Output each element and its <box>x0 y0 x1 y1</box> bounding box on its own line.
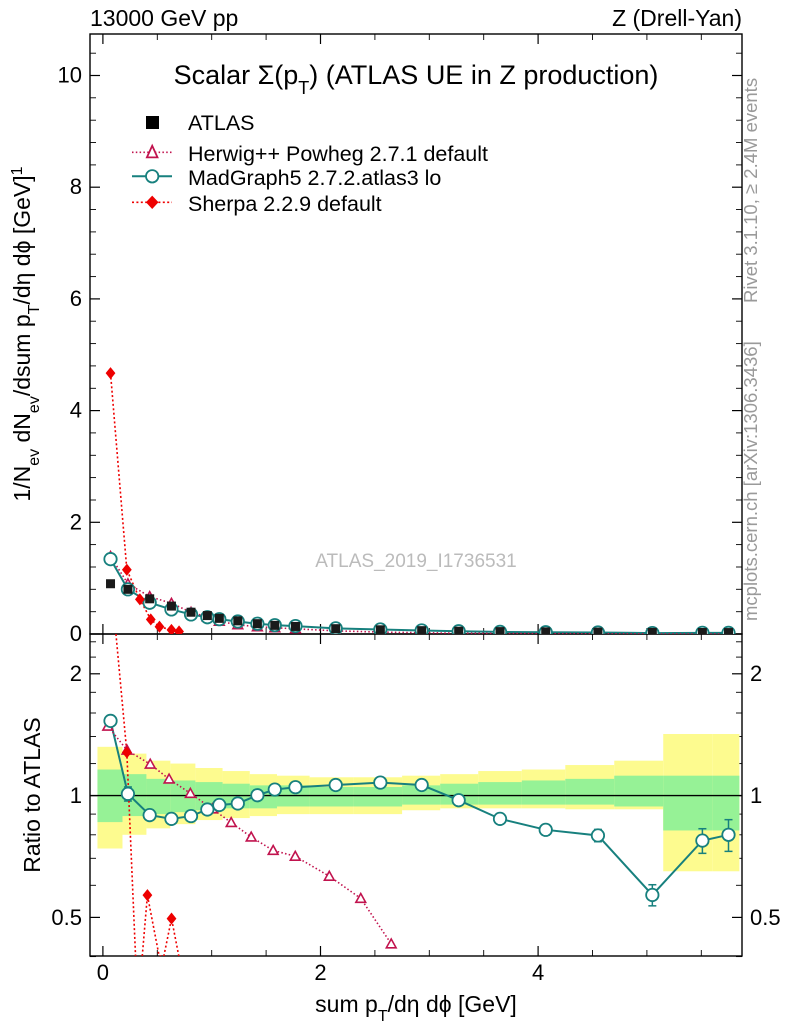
svg-text:ATLAS_2019_I1736531: ATLAS_2019_I1736531 <box>315 551 516 572</box>
svg-text:0: 0 <box>97 960 109 985</box>
svg-text:1: 1 <box>750 783 762 808</box>
svg-text:13000 GeV pp: 13000 GeV pp <box>90 5 238 31</box>
svg-text:4: 4 <box>532 960 544 985</box>
svg-text:10: 10 <box>58 63 82 88</box>
svg-text:mcplots.cern.ch [arXiv:1306.34: mcplots.cern.ch [arXiv:1306.3436] <box>740 341 761 621</box>
svg-text:MadGraph5 2.7.2.atlas3 lo: MadGraph5 2.7.2.atlas3 lo <box>188 166 441 190</box>
svg-text:0: 0 <box>70 621 82 646</box>
svg-text:Z (Drell-Yan): Z (Drell-Yan) <box>612 5 742 31</box>
svg-text:2: 2 <box>750 661 762 686</box>
svg-text:ATLAS: ATLAS <box>188 111 255 135</box>
svg-text:2: 2 <box>314 960 326 985</box>
svg-text:0.5: 0.5 <box>51 905 82 930</box>
svg-text:2: 2 <box>70 661 82 686</box>
svg-text:Herwig++ Powheg 2.7.1 default: Herwig++ Powheg 2.7.1 default <box>188 142 488 166</box>
svg-text:6: 6 <box>70 286 82 311</box>
svg-text:8: 8 <box>70 174 82 199</box>
svg-text:Rivet 3.1.10, ≥ 2.4M events: Rivet 3.1.10, ≥ 2.4M events <box>740 78 761 303</box>
svg-text:0.5: 0.5 <box>750 905 781 930</box>
svg-text:2: 2 <box>70 509 82 534</box>
svg-text:Sherpa 2.2.9 default: Sherpa 2.2.9 default <box>188 192 382 216</box>
svg-text:Ratio to ATLAS: Ratio to ATLAS <box>19 717 45 873</box>
svg-text:4: 4 <box>70 398 82 423</box>
svg-text:1: 1 <box>70 783 82 808</box>
